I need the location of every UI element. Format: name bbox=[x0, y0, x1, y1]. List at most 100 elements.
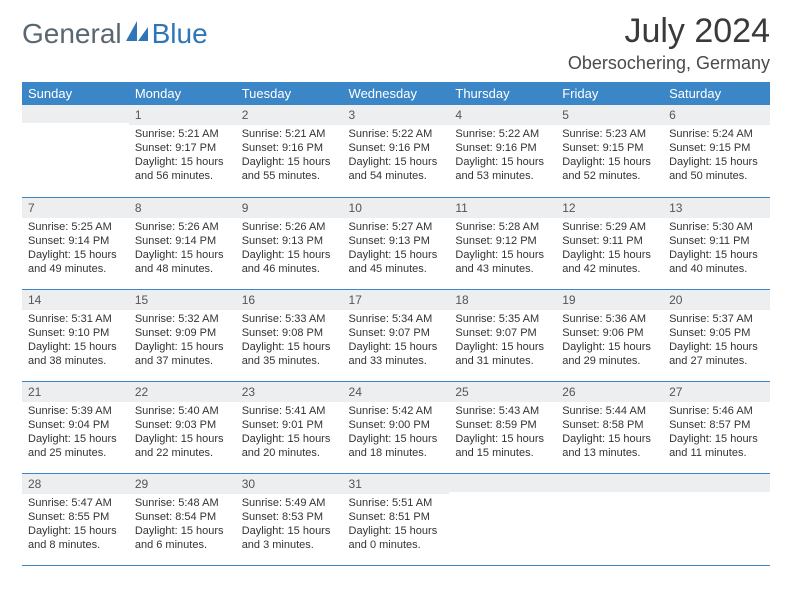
day-details: Sunrise: 5:42 AMSunset: 9:00 PMDaylight:… bbox=[343, 402, 450, 464]
day-detail-line: Daylight: 15 hours bbox=[135, 155, 230, 169]
calendar-day-cell: 25Sunrise: 5:43 AMSunset: 8:59 PMDayligh… bbox=[449, 381, 556, 473]
day-detail-line: Daylight: 15 hours bbox=[28, 340, 123, 354]
day-detail-line: Sunset: 8:54 PM bbox=[135, 510, 230, 524]
day-detail-line: and 42 minutes. bbox=[562, 262, 657, 276]
day-number: 16 bbox=[236, 290, 343, 310]
calendar-day-cell: 15Sunrise: 5:32 AMSunset: 9:09 PMDayligh… bbox=[129, 289, 236, 381]
day-number: 11 bbox=[449, 198, 556, 218]
day-detail-line: and 55 minutes. bbox=[242, 169, 337, 183]
weekday-header: Saturday bbox=[663, 82, 770, 105]
day-detail-line: and 8 minutes. bbox=[28, 538, 123, 552]
day-detail-line: and 45 minutes. bbox=[349, 262, 444, 276]
calendar-empty-cell bbox=[449, 473, 556, 565]
day-detail-line: Daylight: 15 hours bbox=[669, 248, 764, 262]
day-number: 23 bbox=[236, 382, 343, 402]
calendar-header-row: SundayMondayTuesdayWednesdayThursdayFrid… bbox=[22, 82, 770, 105]
day-detail-line: Daylight: 15 hours bbox=[349, 155, 444, 169]
day-detail-line: Sunset: 9:04 PM bbox=[28, 418, 123, 432]
calendar-day-cell: 11Sunrise: 5:28 AMSunset: 9:12 PMDayligh… bbox=[449, 197, 556, 289]
day-detail-line: Sunset: 9:07 PM bbox=[349, 326, 444, 340]
day-number: 19 bbox=[556, 290, 663, 310]
day-detail-line: Daylight: 15 hours bbox=[455, 432, 550, 446]
calendar-day-cell: 26Sunrise: 5:44 AMSunset: 8:58 PMDayligh… bbox=[556, 381, 663, 473]
day-detail-line: Daylight: 15 hours bbox=[562, 340, 657, 354]
day-detail-line: Daylight: 15 hours bbox=[135, 248, 230, 262]
day-details: Sunrise: 5:49 AMSunset: 8:53 PMDaylight:… bbox=[236, 494, 343, 556]
day-number: 18 bbox=[449, 290, 556, 310]
calendar-day-cell: 7Sunrise: 5:25 AMSunset: 9:14 PMDaylight… bbox=[22, 197, 129, 289]
day-details: Sunrise: 5:34 AMSunset: 9:07 PMDaylight:… bbox=[343, 310, 450, 372]
day-detail-line: Daylight: 15 hours bbox=[28, 524, 123, 538]
day-detail-line: and 49 minutes. bbox=[28, 262, 123, 276]
day-detail-line: and 25 minutes. bbox=[28, 446, 123, 460]
calendar-body: 1Sunrise: 5:21 AMSunset: 9:17 PMDaylight… bbox=[22, 105, 770, 565]
calendar-day-cell: 29Sunrise: 5:48 AMSunset: 8:54 PMDayligh… bbox=[129, 473, 236, 565]
day-detail-line: Sunset: 9:15 PM bbox=[562, 141, 657, 155]
day-number: 30 bbox=[236, 474, 343, 494]
calendar-day-cell: 4Sunrise: 5:22 AMSunset: 9:16 PMDaylight… bbox=[449, 105, 556, 197]
calendar-day-cell: 27Sunrise: 5:46 AMSunset: 8:57 PMDayligh… bbox=[663, 381, 770, 473]
day-details: Sunrise: 5:47 AMSunset: 8:55 PMDaylight:… bbox=[22, 494, 129, 556]
day-detail-line: and 0 minutes. bbox=[349, 538, 444, 552]
day-number: 17 bbox=[343, 290, 450, 310]
day-detail-line: Daylight: 15 hours bbox=[455, 248, 550, 262]
calendar-empty-cell bbox=[22, 105, 129, 197]
day-detail-line: Sunrise: 5:41 AM bbox=[242, 404, 337, 418]
calendar-day-cell: 13Sunrise: 5:30 AMSunset: 9:11 PMDayligh… bbox=[663, 197, 770, 289]
day-detail-line: Daylight: 15 hours bbox=[28, 432, 123, 446]
day-details: Sunrise: 5:51 AMSunset: 8:51 PMDaylight:… bbox=[343, 494, 450, 556]
day-detail-line: and 35 minutes. bbox=[242, 354, 337, 368]
calendar-day-cell: 3Sunrise: 5:22 AMSunset: 9:16 PMDaylight… bbox=[343, 105, 450, 197]
weekday-header: Friday bbox=[556, 82, 663, 105]
day-number: 14 bbox=[22, 290, 129, 310]
day-detail-line: and 50 minutes. bbox=[669, 169, 764, 183]
calendar-day-cell: 5Sunrise: 5:23 AMSunset: 9:15 PMDaylight… bbox=[556, 105, 663, 197]
day-detail-line: Sunrise: 5:40 AM bbox=[135, 404, 230, 418]
day-detail-line: and 37 minutes. bbox=[135, 354, 230, 368]
day-detail-line: Daylight: 15 hours bbox=[349, 524, 444, 538]
day-detail-line: Daylight: 15 hours bbox=[135, 340, 230, 354]
calendar-week-row: 7Sunrise: 5:25 AMSunset: 9:14 PMDaylight… bbox=[22, 197, 770, 289]
day-number: 6 bbox=[663, 105, 770, 125]
day-detail-line: Daylight: 15 hours bbox=[242, 340, 337, 354]
day-detail-line: Sunset: 9:16 PM bbox=[455, 141, 550, 155]
day-detail-line: Sunset: 9:11 PM bbox=[562, 234, 657, 248]
day-detail-line: Sunset: 9:17 PM bbox=[135, 141, 230, 155]
day-detail-line: Sunset: 8:59 PM bbox=[455, 418, 550, 432]
day-detail-line: Daylight: 15 hours bbox=[349, 340, 444, 354]
day-number: 4 bbox=[449, 105, 556, 125]
calendar-day-cell: 10Sunrise: 5:27 AMSunset: 9:13 PMDayligh… bbox=[343, 197, 450, 289]
day-detail-line: Sunset: 9:05 PM bbox=[669, 326, 764, 340]
calendar-day-cell: 31Sunrise: 5:51 AMSunset: 8:51 PMDayligh… bbox=[343, 473, 450, 565]
day-number bbox=[663, 474, 770, 492]
calendar-page: General Blue July 2024 Obersochering, Ge… bbox=[0, 0, 792, 566]
logo-text-general: General bbox=[22, 18, 122, 50]
day-detail-line: Sunrise: 5:21 AM bbox=[242, 127, 337, 141]
logo-sail-icon bbox=[124, 19, 150, 50]
day-detail-line: Sunrise: 5:42 AM bbox=[349, 404, 444, 418]
day-detail-line: and 3 minutes. bbox=[242, 538, 337, 552]
day-detail-line: Daylight: 15 hours bbox=[669, 340, 764, 354]
day-number: 5 bbox=[556, 105, 663, 125]
day-detail-line: and 15 minutes. bbox=[455, 446, 550, 460]
calendar-day-cell: 1Sunrise: 5:21 AMSunset: 9:17 PMDaylight… bbox=[129, 105, 236, 197]
brand-logo: General Blue bbox=[22, 12, 208, 50]
day-details: Sunrise: 5:22 AMSunset: 9:16 PMDaylight:… bbox=[449, 125, 556, 187]
day-details: Sunrise: 5:41 AMSunset: 9:01 PMDaylight:… bbox=[236, 402, 343, 464]
day-detail-line: Sunrise: 5:47 AM bbox=[28, 496, 123, 510]
day-number bbox=[449, 474, 556, 492]
day-details: Sunrise: 5:40 AMSunset: 9:03 PMDaylight:… bbox=[129, 402, 236, 464]
day-number: 9 bbox=[236, 198, 343, 218]
day-number: 22 bbox=[129, 382, 236, 402]
location-subtitle: Obersochering, Germany bbox=[568, 53, 770, 74]
day-detail-line: Sunset: 9:08 PM bbox=[242, 326, 337, 340]
calendar-day-cell: 20Sunrise: 5:37 AMSunset: 9:05 PMDayligh… bbox=[663, 289, 770, 381]
day-detail-line: Sunrise: 5:46 AM bbox=[669, 404, 764, 418]
logo-text-blue: Blue bbox=[152, 18, 208, 50]
day-detail-line: Sunset: 9:07 PM bbox=[455, 326, 550, 340]
day-detail-line: Daylight: 15 hours bbox=[562, 155, 657, 169]
day-details: Sunrise: 5:24 AMSunset: 9:15 PMDaylight:… bbox=[663, 125, 770, 187]
day-detail-line: and 43 minutes. bbox=[455, 262, 550, 276]
day-number: 13 bbox=[663, 198, 770, 218]
day-detail-line: and 48 minutes. bbox=[135, 262, 230, 276]
